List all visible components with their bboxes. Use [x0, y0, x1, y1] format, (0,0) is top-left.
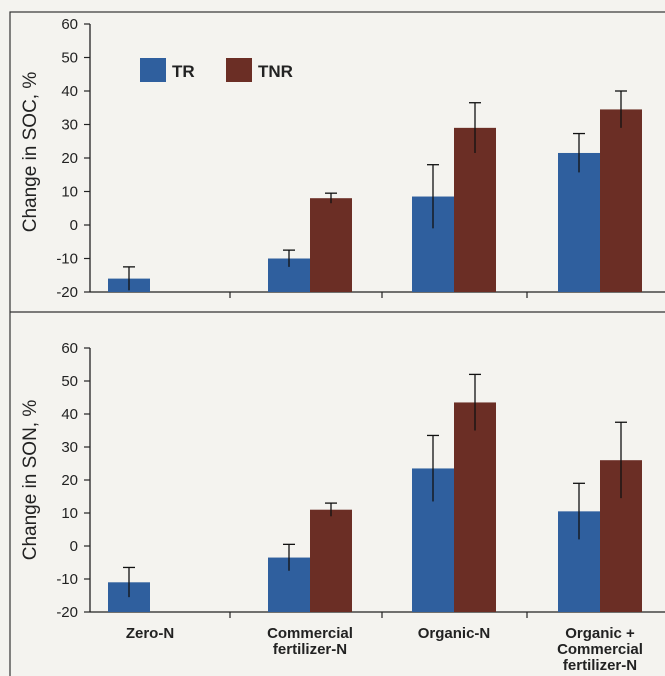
y-tick-label: 30 — [61, 439, 78, 456]
legend-label-tr: TR — [172, 62, 195, 81]
bar-tnr — [310, 509, 352, 612]
bar-tr — [558, 152, 600, 292]
legend-swatch-tr — [140, 58, 166, 82]
soc-chart: 60 50 40 30 20 10 0 -10 -20 Change in SOC, % — [20, 16, 665, 301]
y-axis-label: Change in SON, % — [20, 400, 41, 561]
y-axis-label: Change in SOC, % — [20, 72, 41, 233]
legend: TR TNR — [140, 58, 293, 82]
bar-tnr — [310, 198, 352, 292]
y-tick-label: 0 — [70, 538, 78, 555]
y-tick-label: 30 — [61, 117, 78, 134]
y-tick-label: -20 — [56, 284, 78, 301]
y-tick-label: 60 — [61, 16, 78, 33]
category-label: Organic + — [565, 625, 635, 642]
bar-tnr — [454, 402, 496, 612]
figure-frame — [9, 11, 665, 676]
category-label: fertilizer-N — [273, 641, 347, 658]
y-tick-label: 20 — [61, 472, 78, 489]
y-tick-label: 20 — [61, 150, 78, 167]
y-tick-label: 40 — [61, 406, 78, 423]
y-tick-label: 0 — [70, 217, 78, 234]
y-tick-label: 10 — [61, 505, 78, 522]
y-tick-label: -10 — [56, 251, 78, 268]
bar-tnr — [600, 109, 642, 292]
y-tick-label: 50 — [61, 373, 78, 390]
y-tick-label: 60 — [61, 340, 78, 357]
category-label: Organic-N — [418, 625, 491, 642]
y-tick-label: 10 — [61, 184, 78, 201]
category-label: Zero-N — [126, 625, 174, 642]
son-chart: 60 50 40 30 20 10 0 -10 -20 Change in SON, % — [20, 340, 665, 621]
category-label: fertilizer-N — [563, 657, 637, 674]
category-label: Commercial — [267, 625, 353, 642]
legend-swatch-tnr — [226, 58, 252, 82]
y-tick-label: -10 — [56, 571, 78, 588]
legend-label-tnr: TNR — [258, 62, 293, 81]
bar-tnr — [454, 127, 496, 292]
y-tick-label: -20 — [56, 604, 78, 621]
category-label: Commercial — [557, 641, 643, 658]
y-tick-label: 50 — [61, 50, 78, 67]
y-tick-label: 40 — [61, 83, 78, 100]
